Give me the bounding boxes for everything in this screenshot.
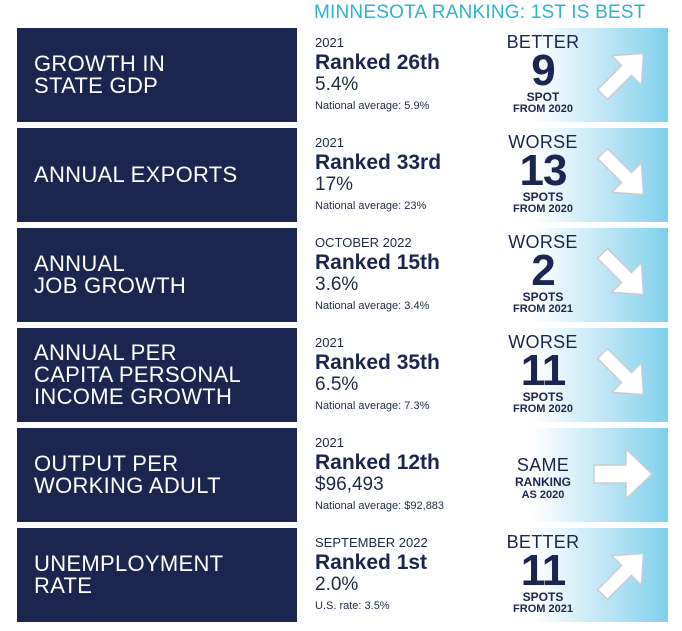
rank-change-box: SAME RANKING AS 2020: [494, 428, 668, 522]
change-unit: SPOTS: [522, 290, 564, 304]
rank-change: BETTER 9 SPOT FROM 2020: [494, 33, 592, 115]
metric-details: 2021 Ranked 12th $96,493 National averag…: [315, 436, 505, 513]
metric-rank: Ranked 15th: [315, 251, 440, 274]
metric-period: 2021: [315, 135, 344, 150]
rank-change: WORSE 11 SPOTS FROM 2020: [494, 333, 592, 415]
metric-label-box: OUTPUT PER WORKING ADULT: [17, 428, 297, 522]
rank-change-box: WORSE 2 SPOTS FROM 2021: [494, 228, 668, 322]
metric-value: 3.6%: [315, 274, 359, 295]
metric-value: 5.4%: [315, 74, 359, 95]
metric-details: SEPTEMBER 2022 Ranked 1st 2.0% U.S. rate…: [315, 536, 505, 613]
rank-change: WORSE 2 SPOTS FROM 2021: [494, 233, 592, 315]
metric-period: 2021: [315, 435, 344, 450]
ranking-row: ANNUAL EXPORTS 2021 Ranked 33rd 17% Nati…: [0, 128, 682, 222]
metric-rank: Ranked 35th: [315, 351, 440, 374]
national-average: National average: 5.9%: [315, 100, 430, 112]
arrow-down-right-icon: [590, 241, 656, 307]
metric-period: SEPTEMBER 2022: [315, 535, 428, 550]
rank-change-box: BETTER 11 SPOTS FROM 2021: [494, 528, 668, 622]
change-from: AS 2020: [521, 489, 565, 501]
change-number: 9: [531, 46, 555, 95]
change-from: FROM 2021: [513, 603, 573, 615]
change-direction: WORSE: [508, 232, 578, 252]
metric-details: 2021 Ranked 35th 6.5% National average: …: [315, 336, 505, 413]
change-direction: BETTER: [506, 532, 580, 552]
metric-period: 2021: [315, 335, 344, 350]
rank-change: BETTER 11 SPOTS FROM 2021: [494, 533, 592, 615]
ranking-row: UNEMPLOYMENT RATE SEPTEMBER 2022 Ranked …: [0, 528, 682, 622]
change-unit: SPOTS: [522, 190, 564, 204]
ranking-row: ANNUAL PER CAPITA PERSONAL INCOME GROWTH…: [0, 328, 682, 422]
ranking-row: ANNUAL JOB GROWTH OCTOBER 2022 Ranked 15…: [0, 228, 682, 322]
metric-label: GROWTH IN STATE GDP: [34, 51, 166, 98]
change-from: FROM 2021: [513, 303, 573, 315]
arrow-down-right-icon: [590, 141, 656, 207]
change-direction: WORSE: [508, 132, 578, 152]
metric-label-box: UNEMPLOYMENT RATE: [17, 528, 297, 622]
page-title: MINNESOTA RANKING: 1ST IS BEST: [314, 2, 646, 23]
change-unit: SPOTS: [522, 390, 564, 404]
metric-period: OCTOBER 2022: [315, 235, 412, 250]
metric-details: 2021 Ranked 33rd 17% National average: 2…: [315, 136, 505, 213]
rank-change-box: BETTER 9 SPOT FROM 2020: [494, 28, 668, 122]
metric-label-box: ANNUAL JOB GROWTH: [17, 228, 297, 322]
metric-label-box: ANNUAL EXPORTS: [17, 128, 297, 222]
change-from: FROM 2020: [513, 103, 573, 115]
rank-change-box: WORSE 11 SPOTS FROM 2020: [494, 328, 668, 422]
metric-value: 17%: [315, 174, 354, 195]
rank-change: WORSE 13 SPOTS FROM 2020: [494, 133, 592, 215]
ranking-row: OUTPUT PER WORKING ADULT 2021 Ranked 12t…: [0, 428, 682, 522]
metric-rank: Ranked 33rd: [315, 151, 442, 174]
change-number: 11: [520, 546, 567, 595]
metric-label: ANNUAL JOB GROWTH: [34, 251, 187, 298]
metric-label-box: GROWTH IN STATE GDP: [17, 28, 297, 122]
ranking-row: GROWTH IN STATE GDP 2021 Ranked 26th 5.4…: [0, 28, 682, 122]
metric-label: OUTPUT PER WORKING ADULT: [34, 451, 221, 498]
metric-period: 2021: [315, 35, 344, 50]
arrow-right-icon: [590, 441, 656, 507]
arrow-down-right-icon: [590, 341, 656, 407]
national-average: U.S. rate: 3.5%: [315, 600, 390, 612]
metric-rank: Ranked 26th: [315, 51, 440, 74]
change-unit: RANKING: [515, 475, 571, 489]
national-average: National average: 7.3%: [315, 400, 430, 412]
change-number: 13: [519, 146, 568, 195]
metric-value: 6.5%: [315, 374, 359, 395]
metric-label: ANNUAL PER CAPITA PERSONAL INCOME GROWTH: [34, 340, 242, 409]
arrow-up-right-icon: [590, 41, 656, 107]
national-average: National average: 23%: [315, 200, 427, 212]
metric-value: $96,493: [315, 474, 384, 495]
rank-change-box: WORSE 13 SPOTS FROM 2020: [494, 128, 668, 222]
change-direction: WORSE: [508, 332, 578, 352]
change-number: 2: [531, 246, 555, 295]
national-average: National average: 3.4%: [315, 300, 430, 312]
metric-label: UNEMPLOYMENT RATE: [34, 551, 224, 598]
metric-details: OCTOBER 2022 Ranked 15th 3.6% National a…: [315, 236, 505, 313]
metric-value: 2.0%: [315, 574, 359, 595]
change-number: 11: [520, 346, 567, 395]
change-unit: SPOTS: [522, 590, 564, 604]
metric-rank: Ranked 12th: [315, 451, 440, 474]
metric-rank: Ranked 1st: [315, 551, 428, 574]
metric-label: ANNUAL EXPORTS: [34, 162, 238, 187]
change-from: FROM 2020: [513, 403, 573, 415]
metric-details: 2021 Ranked 26th 5.4% National average: …: [315, 36, 505, 113]
change-direction: SAME: [516, 455, 570, 475]
arrow-up-right-icon: [590, 541, 656, 607]
metric-label-box: ANNUAL PER CAPITA PERSONAL INCOME GROWTH: [17, 328, 297, 422]
change-direction: BETTER: [506, 32, 580, 52]
change-from: FROM 2020: [513, 203, 573, 215]
national-average: National average: $92,883: [315, 500, 445, 512]
rank-change: SAME RANKING AS 2020: [494, 456, 592, 501]
change-unit: SPOT: [526, 90, 560, 104]
